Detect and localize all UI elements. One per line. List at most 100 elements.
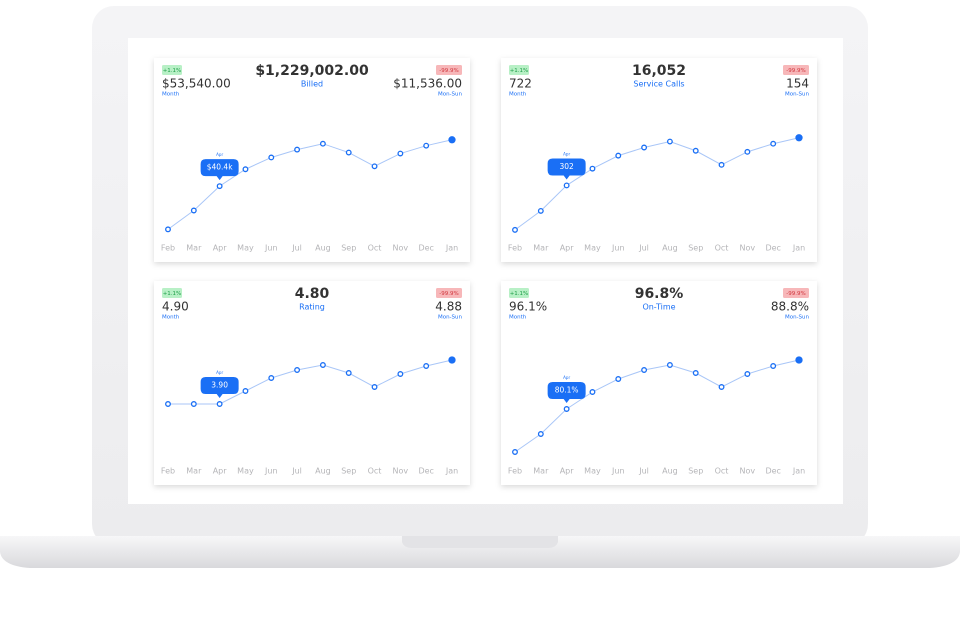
data-point — [615, 152, 622, 159]
data-point — [795, 356, 803, 364]
left-value: $53,540.00 — [162, 77, 231, 91]
x-tick-label: Mar — [186, 244, 202, 253]
x-tick-label: Nov — [393, 244, 409, 253]
x-tick-label: May — [584, 244, 601, 253]
data-point — [371, 163, 378, 170]
tooltip-category: Apr — [563, 151, 570, 156]
headline-label: Billed — [301, 80, 323, 89]
headline-value: $1,229,002.00 — [255, 63, 369, 79]
tooltip-value: 80.1% — [555, 386, 579, 395]
badge-down-bg — [436, 288, 462, 298]
data-point — [242, 388, 249, 394]
x-tick-label: Aug — [662, 244, 678, 253]
headline-value: 16,052 — [632, 63, 686, 79]
x-tick-label: Jul — [638, 467, 649, 476]
x-tick-label: Jan — [792, 244, 805, 253]
badge-up: +1.1% — [510, 68, 529, 74]
data-point — [319, 140, 326, 147]
data-point — [770, 363, 777, 369]
right-value: $11,536.00 — [393, 77, 462, 91]
x-tick-label: Jun — [264, 467, 278, 476]
right-label: Mon-Sun — [785, 92, 810, 98]
right-value: 154 — [786, 77, 809, 91]
data-point — [666, 362, 673, 368]
x-tick-label: Oct — [715, 244, 729, 253]
tooltip-value: 3.90 — [211, 381, 228, 390]
data-point — [190, 401, 197, 407]
right-label: Mon-Sun — [438, 92, 463, 98]
x-tick-label: Jul — [638, 244, 649, 253]
data-point — [589, 389, 596, 395]
badge-up-bg — [162, 288, 182, 298]
badge-up-bg — [509, 65, 529, 75]
badge-up: +1.1% — [163, 68, 182, 74]
data-point — [615, 376, 622, 382]
data-point — [423, 142, 430, 149]
data-point — [216, 183, 223, 190]
data-point — [563, 182, 570, 189]
tooltip-bg — [200, 377, 239, 398]
data-point — [537, 431, 544, 437]
x-tick-label: Feb — [161, 244, 175, 253]
data-point — [641, 367, 648, 373]
right-label: Mon-Sun — [438, 315, 463, 321]
x-tick-label: Aug — [315, 244, 331, 253]
data-point — [294, 146, 301, 153]
x-tick-label: Jun — [611, 467, 625, 476]
badge-up: +1.1% — [163, 291, 182, 297]
x-tick-label: Sep — [688, 244, 703, 253]
left-label: Month — [162, 92, 180, 98]
data-point — [448, 356, 456, 364]
x-tick-label: Jul — [291, 244, 302, 253]
badge-down-bg — [783, 65, 809, 75]
line-series — [168, 359, 453, 405]
data-point — [512, 226, 518, 233]
tooltip-bg — [200, 159, 239, 181]
x-tick-label: Nov — [740, 467, 756, 476]
tooltip-category: Apr — [563, 375, 570, 380]
tooltip-bg — [547, 158, 586, 180]
data-point — [242, 166, 249, 173]
badge-down-bg — [783, 288, 809, 298]
right-label: Mon-Sun — [785, 315, 810, 321]
tooltip-category: Apr — [216, 370, 223, 375]
data-point — [397, 371, 404, 377]
data-point — [718, 161, 725, 168]
laptop-base — [0, 536, 960, 568]
badge-down: -99.9% — [439, 68, 458, 74]
x-tick-label: Jun — [264, 244, 278, 253]
x-tick-label: Mar — [186, 467, 202, 476]
data-point — [345, 370, 352, 376]
x-tick-label: Oct — [715, 467, 729, 476]
data-point — [345, 149, 352, 156]
x-tick-label: Apr — [560, 244, 575, 253]
data-point — [512, 449, 518, 455]
card-bg — [501, 58, 817, 262]
data-point — [641, 144, 648, 151]
data-point — [718, 384, 725, 390]
data-point — [190, 207, 197, 214]
data-point — [744, 371, 751, 377]
left-value: 4.90 — [162, 300, 189, 314]
x-tick-label: Apr — [560, 467, 575, 476]
x-tick-label: Jun — [611, 244, 625, 253]
x-tick-label: Aug — [662, 467, 678, 476]
x-tick-label: Aug — [315, 467, 331, 476]
tooltip-value: 302 — [559, 162, 574, 171]
data-point — [294, 367, 301, 373]
x-tick-label: Nov — [740, 244, 756, 253]
data-point — [666, 138, 673, 145]
data-point — [744, 148, 751, 155]
x-tick-label: Sep — [688, 467, 703, 476]
data-point — [216, 401, 223, 407]
x-tick-label: Jan — [445, 244, 458, 253]
data-point — [319, 362, 326, 368]
headline-label: On-Time — [642, 303, 675, 312]
x-tick-label: Mar — [533, 467, 549, 476]
badge-down: -99.9% — [786, 291, 805, 297]
x-tick-label: Jul — [291, 467, 302, 476]
x-tick-label: May — [237, 244, 254, 253]
